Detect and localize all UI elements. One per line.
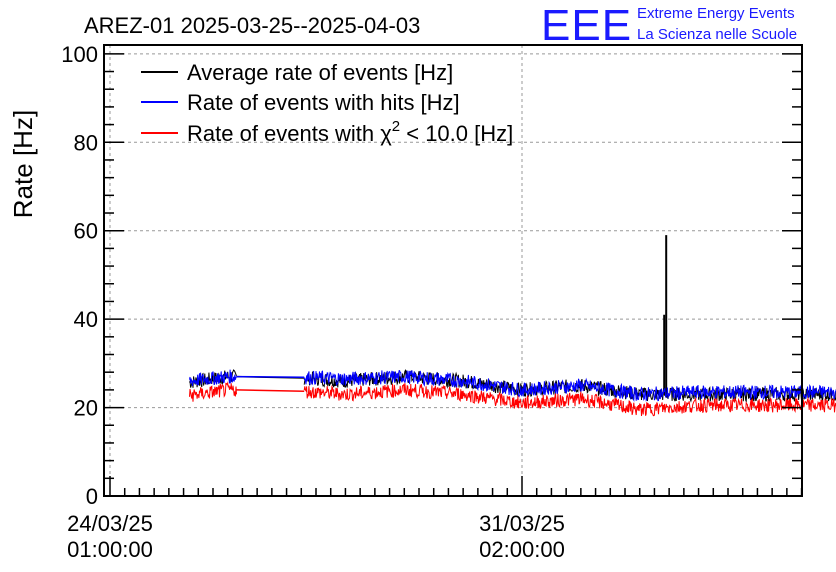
legend-chi2-prefix: Rate of events with <box>187 121 380 146</box>
legend-chi-symbol: χ <box>380 121 392 146</box>
legend-chi2-suffix: < 10.0 [Hz] <box>400 121 513 146</box>
series-group <box>189 235 836 417</box>
legend: Average rate of events [Hz] Rate of even… <box>141 60 513 146</box>
x-tick-label-date: 24/03/25 <box>67 511 153 536</box>
y-tick-label: 80 <box>74 130 98 155</box>
series-line <box>303 369 836 403</box>
axes <box>103 44 803 497</box>
series-gap-line <box>236 389 305 392</box>
series-line <box>189 381 237 402</box>
legend-chi-superscript: 2 <box>392 118 400 135</box>
grid-lines <box>104 45 802 496</box>
legend-label-chi2: Rate of events with χ2 < 10.0 [Hz] <box>187 118 513 146</box>
series-line <box>189 369 237 387</box>
x-tick-label-time: 02:00:00 <box>479 537 565 562</box>
series-hits <box>189 369 836 403</box>
logo-line-2: La Scienza nelle Scuole <box>637 26 797 43</box>
legend-label-average: Average rate of events [Hz] <box>187 60 453 85</box>
y-tick-label: 0 <box>86 484 98 509</box>
legend-label-hits: Rate of events with hits [Hz] <box>187 90 460 115</box>
eee-logo: EEE Extreme Energy Events La Scienza nel… <box>541 1 797 50</box>
chart-title: AREZ-01 2025-03-25--2025-04-03 <box>84 13 420 38</box>
y-tick-label: 100 <box>61 42 98 67</box>
series-chi2 <box>189 381 836 417</box>
y-tick-label: 20 <box>74 396 98 421</box>
logo-line-1: Extreme Energy Events <box>637 5 795 22</box>
series-gap-line <box>236 375 305 379</box>
y-tick-labels: 0 20 40 60 80 100 <box>61 42 98 509</box>
y-axis-title: Rate [Hz] <box>8 110 38 218</box>
x-tick-label-date: 31/03/25 <box>479 511 565 536</box>
series-line <box>303 383 836 417</box>
y-tick-label: 40 <box>74 307 98 332</box>
x-tick-label-time: 01:00:00 <box>67 537 153 562</box>
logo-mark: EEE <box>541 1 632 50</box>
plot-frame <box>103 44 803 497</box>
y-tick-label: 60 <box>74 219 98 244</box>
